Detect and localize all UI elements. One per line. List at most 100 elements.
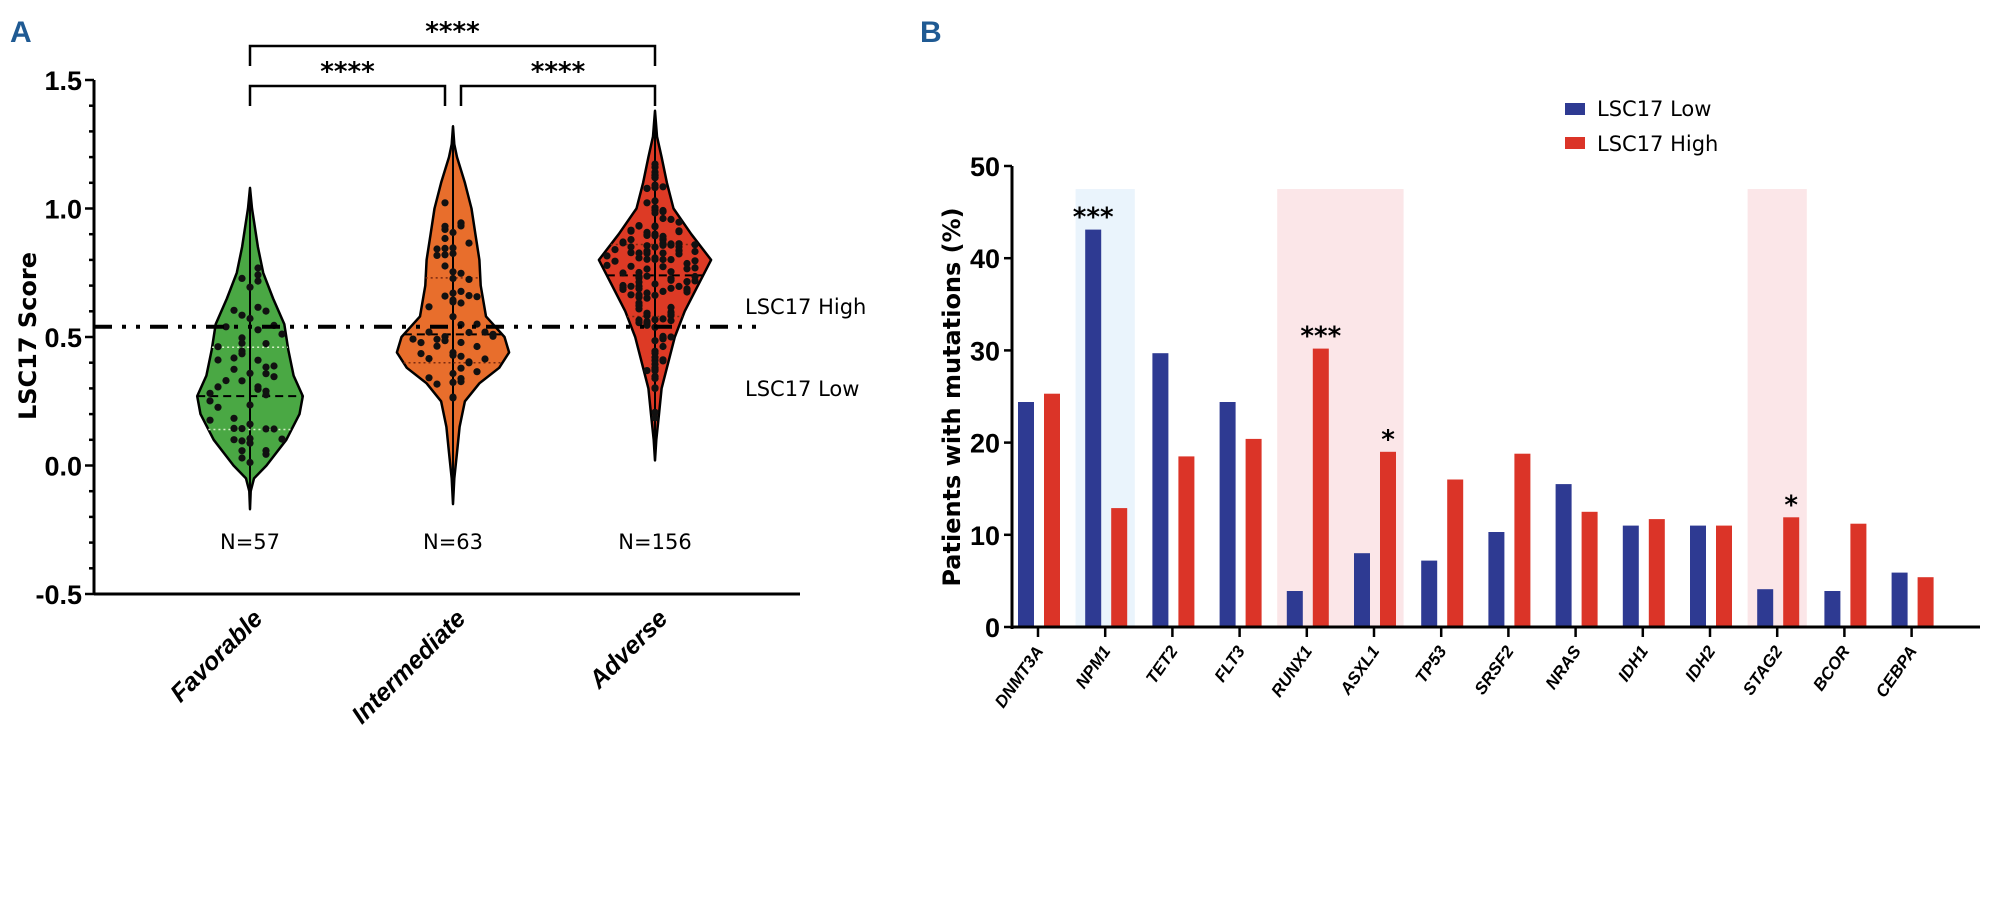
data-point (457, 338, 465, 347)
data-point (230, 365, 238, 373)
data-point (627, 243, 635, 251)
bar-idh1-low (1622, 525, 1639, 627)
bar-tp53-low (1421, 560, 1438, 627)
data-point (651, 408, 659, 416)
data-point (425, 374, 433, 382)
data-point (238, 454, 246, 462)
data-point (643, 184, 651, 192)
data-point (635, 268, 643, 277)
data-point (651, 209, 659, 217)
panel-a-violins: N=57 N=63 N=156 (195, 109, 713, 554)
data-point (691, 241, 699, 249)
data-point (449, 369, 457, 378)
data-point (246, 401, 254, 409)
data-point (635, 285, 643, 293)
data-point (635, 222, 643, 230)
data-point (659, 232, 667, 240)
bar-stag2-high (1783, 517, 1800, 627)
data-point (643, 309, 651, 317)
data-point (651, 374, 659, 382)
panel-a-y-axis-title: LSC17 Score (14, 252, 42, 420)
legend-label-high: LSC17 High (1597, 132, 1718, 156)
data-point (683, 285, 691, 293)
panel-a-x-labels: Favorable Intermediate Adverse (165, 604, 673, 729)
bar-asxl1-high (1380, 451, 1396, 627)
data-point (659, 208, 667, 216)
data-point (457, 287, 465, 295)
data-point (254, 326, 262, 334)
n-label-adverse: N=156 (618, 530, 691, 554)
legend-swatch-low (1565, 103, 1585, 115)
data-point (651, 280, 659, 288)
significance-bracket (248, 84, 447, 106)
x-label-favorable: Favorable (165, 604, 268, 707)
data-point (206, 416, 214, 424)
panel-b-annotations: ******** (1073, 203, 1799, 521)
data-point (214, 383, 222, 391)
data-point (246, 420, 254, 428)
data-point (238, 347, 246, 355)
data-point (254, 303, 262, 311)
gene-label-tp53: TP53 (1412, 642, 1451, 687)
data-point (481, 328, 489, 336)
panel-a-y-tick-label: -0.5 (35, 580, 82, 610)
panel-b-y-tick-label: 10 (970, 521, 1000, 551)
bar-npm1-low (1085, 229, 1102, 627)
gene-label-idh1: IDH1 (1614, 642, 1652, 685)
threshold-label-high: LSC17 High (745, 295, 866, 319)
data-point (659, 356, 667, 364)
data-point (214, 343, 222, 351)
data-point (643, 231, 651, 239)
data-point (262, 425, 270, 433)
data-point (659, 183, 667, 191)
data-point (262, 391, 270, 399)
data-point (465, 239, 473, 247)
data-point (659, 241, 667, 249)
data-point (457, 375, 465, 383)
data-point (246, 439, 254, 447)
gene-label-bcor: BCOR (1809, 642, 1854, 694)
data-point (230, 414, 238, 422)
data-point (238, 437, 246, 445)
data-point (651, 337, 659, 345)
data-point (449, 268, 457, 276)
bar-tet2-high (1178, 456, 1195, 627)
data-point (441, 292, 449, 300)
n-label-favorable: N=57 (220, 530, 280, 554)
data-point (473, 293, 481, 301)
data-point (659, 287, 667, 295)
data-point (627, 282, 635, 290)
data-point (635, 278, 643, 286)
data-point (417, 339, 425, 347)
bar-nras-low (1555, 484, 1572, 627)
gene-label-tet2: TET2 (1142, 642, 1182, 687)
data-point (635, 249, 643, 257)
data-point (230, 306, 238, 314)
data-point (659, 249, 667, 257)
data-point (667, 310, 675, 318)
data-point (659, 315, 667, 323)
data-point (651, 316, 659, 324)
data-point (643, 317, 651, 326)
data-point (441, 251, 449, 259)
bar-nras-high (1581, 511, 1598, 628)
data-point (262, 363, 270, 371)
panel-b-y-tick-label: 30 (970, 336, 1000, 366)
data-point (643, 255, 651, 263)
bar-bcor-high (1850, 523, 1867, 627)
data-point (643, 242, 651, 250)
data-point (254, 264, 262, 272)
data-point (643, 265, 651, 273)
panel-b-y-tick-label: 50 (970, 152, 1000, 182)
data-point (683, 278, 691, 286)
legend-swatch-high (1565, 137, 1585, 149)
x-label-intermediate: Intermediate (346, 604, 471, 729)
data-point (449, 289, 457, 297)
data-point (643, 199, 651, 207)
data-point (254, 383, 262, 391)
significance-label: **** (531, 57, 586, 87)
significance-label: **** (425, 17, 480, 47)
gene-label-dnmt3a: DNMT3A (991, 642, 1047, 711)
data-point (691, 264, 699, 272)
bar-tp53-high (1447, 479, 1464, 627)
